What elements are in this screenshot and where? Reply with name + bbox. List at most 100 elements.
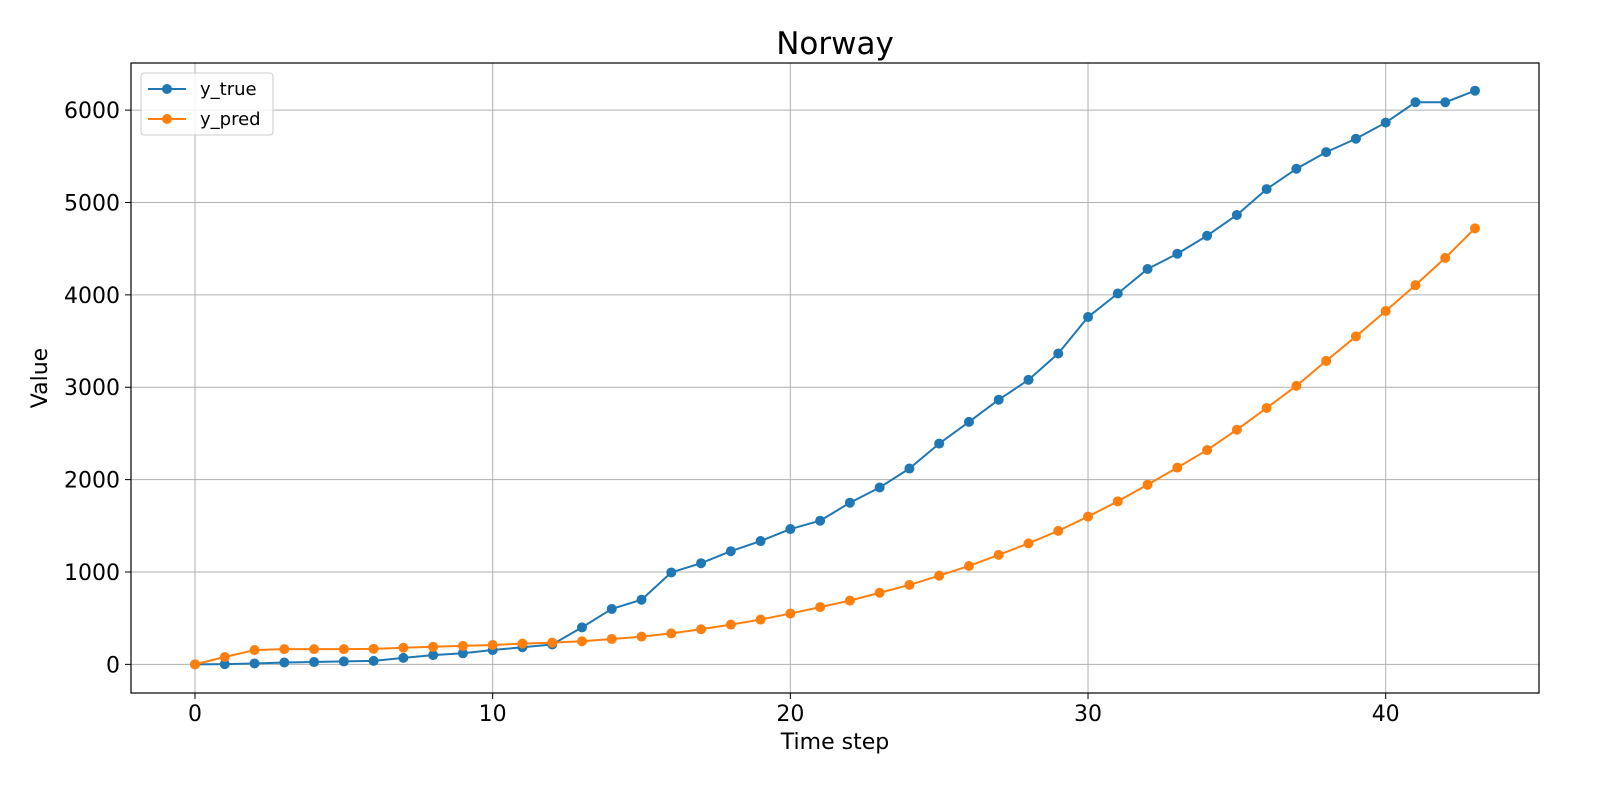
data-point xyxy=(457,640,468,651)
y-axis-label: Value xyxy=(28,348,53,408)
data-point xyxy=(457,648,468,659)
data-point xyxy=(844,497,855,508)
data-point xyxy=(844,595,855,606)
data-point xyxy=(487,639,498,650)
data-point xyxy=(1172,462,1183,473)
data-point xyxy=(249,658,260,669)
legend-item: y_pred xyxy=(148,109,261,130)
y-tick-label: 6000 xyxy=(64,99,120,124)
data-point xyxy=(904,463,915,474)
data-point xyxy=(1380,306,1391,317)
data-point xyxy=(874,587,885,598)
data-point xyxy=(1083,511,1094,522)
legend-label: y_true xyxy=(200,79,257,100)
data-point xyxy=(666,567,677,578)
x-tick-label: 40 xyxy=(1372,702,1400,727)
data-point xyxy=(934,570,945,581)
data-point xyxy=(1142,263,1153,274)
x-tick-label: 0 xyxy=(188,702,202,727)
data-point xyxy=(963,416,974,427)
data-point xyxy=(725,546,736,557)
data-point xyxy=(696,624,707,635)
data-point xyxy=(785,608,796,619)
x-tick-label: 20 xyxy=(776,702,804,727)
data-point xyxy=(1410,280,1421,291)
data-point xyxy=(338,644,349,655)
data-point xyxy=(606,603,617,614)
data-point xyxy=(1172,248,1183,259)
data-point xyxy=(1380,117,1391,128)
x-tick-label: 30 xyxy=(1074,702,1102,727)
data-point xyxy=(219,659,230,670)
data-point xyxy=(1023,374,1034,385)
data-point xyxy=(249,645,260,656)
series-line xyxy=(194,89,1476,666)
data-point xyxy=(963,560,974,571)
data-point xyxy=(1202,445,1213,456)
data-point xyxy=(696,558,707,569)
data-point xyxy=(904,579,915,590)
data-point xyxy=(576,622,587,633)
data-point xyxy=(1231,424,1242,435)
data-point xyxy=(1440,97,1451,108)
data-point xyxy=(993,549,1004,560)
grid xyxy=(131,63,1539,693)
plot-area-frame xyxy=(130,62,1540,694)
y-tick-label: 1000 xyxy=(64,561,120,586)
data-point xyxy=(1261,403,1272,414)
data-point xyxy=(1112,288,1123,299)
data-point xyxy=(815,602,826,613)
data-point xyxy=(1440,252,1451,263)
data-point xyxy=(1202,230,1213,241)
y-tick-label: 2000 xyxy=(64,469,120,494)
y-tick-label: 4000 xyxy=(64,284,120,309)
legend-marker xyxy=(162,84,172,94)
data-point xyxy=(1083,312,1094,323)
data-point xyxy=(1410,97,1421,108)
data-point xyxy=(1350,331,1361,342)
data-point xyxy=(309,644,320,655)
legend-label: y_pred xyxy=(200,109,261,130)
data-point xyxy=(755,536,766,547)
data-point xyxy=(1261,184,1272,195)
data-point xyxy=(338,656,349,667)
data-point xyxy=(785,524,796,535)
x-tick-label: 10 xyxy=(479,702,507,727)
data-point xyxy=(725,619,736,630)
data-point xyxy=(1053,348,1064,359)
data-point xyxy=(428,650,439,661)
data-point xyxy=(279,644,290,655)
series-y-true xyxy=(190,85,1480,670)
data-point xyxy=(815,515,826,526)
legend: y_true y_pred xyxy=(140,72,274,136)
chart-title: Norway xyxy=(776,26,894,62)
data-point xyxy=(1112,496,1123,507)
data-point xyxy=(547,637,558,648)
data-point xyxy=(368,643,379,654)
data-point xyxy=(1291,380,1302,391)
data-point xyxy=(606,633,617,644)
data-point xyxy=(1321,355,1332,366)
data-point xyxy=(1023,538,1034,549)
legend-marker xyxy=(162,114,172,124)
data-point xyxy=(576,636,587,647)
series-y-pred xyxy=(190,223,1480,670)
data-point xyxy=(636,631,647,642)
data-point xyxy=(1291,163,1302,174)
data-point xyxy=(428,641,439,652)
data-point xyxy=(755,614,766,625)
data-point xyxy=(934,438,945,449)
x-axis-label: Time step xyxy=(780,730,889,755)
data-point xyxy=(666,628,677,639)
data-point xyxy=(190,659,200,670)
data-point xyxy=(1231,209,1242,220)
data-point xyxy=(1470,223,1480,234)
series-line xyxy=(194,227,1476,666)
data-point xyxy=(1053,525,1064,536)
data-point xyxy=(279,657,290,668)
y-tick-label: 3000 xyxy=(64,376,120,401)
data-point xyxy=(398,652,409,663)
data-point xyxy=(1470,85,1480,96)
axis-ticks: 0 10 20 30 40 0 1000 2000 3000 4000 5000 6000 xyxy=(64,99,1400,727)
